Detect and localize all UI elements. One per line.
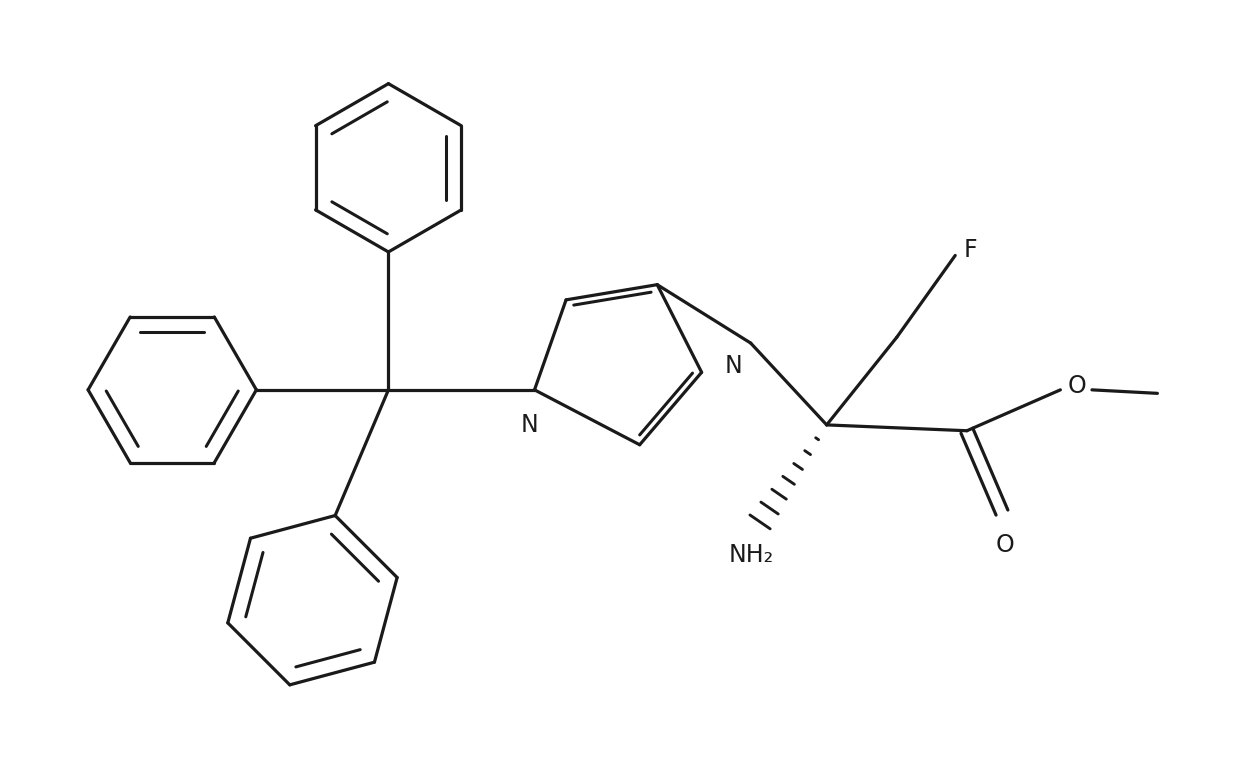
Text: O: O (996, 533, 1015, 558)
Text: F: F (963, 237, 977, 262)
Text: O: O (1068, 374, 1086, 399)
Text: N: N (521, 413, 539, 437)
Text: NH₂: NH₂ (728, 543, 774, 567)
Text: N: N (725, 355, 742, 379)
